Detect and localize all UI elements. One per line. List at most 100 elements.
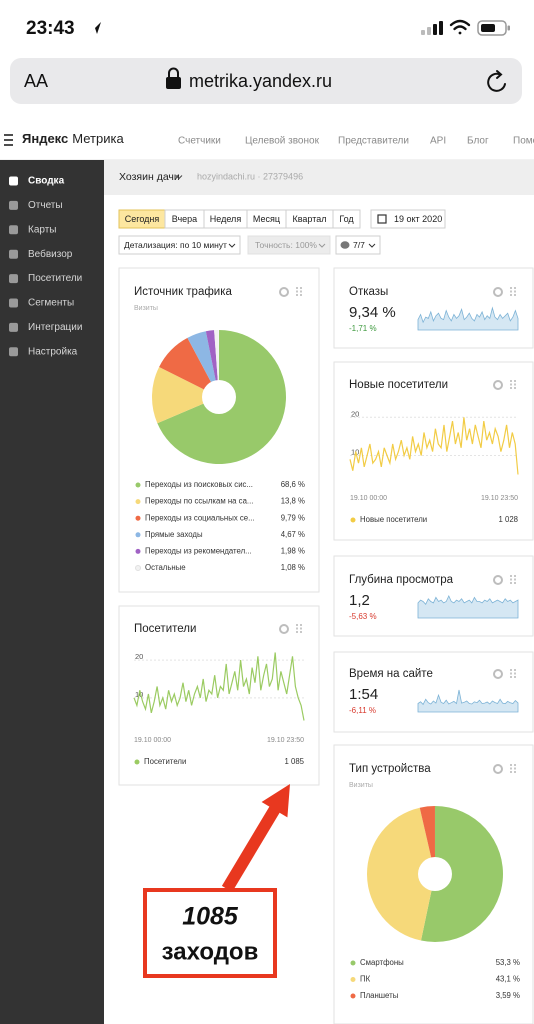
x-tick-label: 19.10 00:00 bbox=[134, 737, 171, 744]
annotation-line: 1085 bbox=[182, 903, 239, 931]
address-bar[interactable] bbox=[10, 58, 522, 104]
period-button[interactable] bbox=[332, 209, 361, 229]
signal-icon bbox=[421, 21, 443, 35]
nav-link[interactable]: Помо bbox=[513, 136, 534, 147]
legend-label: Остальные bbox=[145, 563, 186, 572]
widget-title: Тип устройства bbox=[349, 763, 431, 775]
legend-value: 68,6 % bbox=[281, 480, 305, 489]
filter-button[interactable] bbox=[335, 235, 381, 255]
text-size-button[interactable]: AA bbox=[24, 71, 48, 91]
sidebar-icon bbox=[9, 274, 18, 284]
nav-link[interactable]: Представители bbox=[338, 136, 409, 147]
legend-label: ПК bbox=[360, 975, 371, 984]
drag-handle[interactable] bbox=[510, 380, 516, 390]
y-tick-label: 20 bbox=[135, 652, 143, 661]
sidebar-item[interactable]: Настройка bbox=[28, 346, 78, 357]
sparkline-area bbox=[417, 306, 519, 331]
date-button[interactable] bbox=[370, 209, 446, 229]
filter-label: 7/7 bbox=[353, 240, 365, 250]
legend-dot bbox=[350, 960, 356, 966]
line-series bbox=[133, 652, 305, 721]
widget-title: Источник трафика bbox=[134, 286, 233, 298]
x-tick-label: 19.10 00:00 bbox=[350, 495, 387, 502]
legend-dot bbox=[135, 499, 141, 505]
widget-card bbox=[118, 605, 320, 786]
drag-handle[interactable] bbox=[296, 624, 302, 634]
metric-change: -5,63 % bbox=[349, 612, 377, 621]
logo[interactable]: Яндекс Метрика bbox=[22, 131, 124, 146]
legend-label: Планшеты bbox=[360, 991, 399, 1000]
accuracy-button[interactable] bbox=[247, 235, 331, 255]
sparkline-area bbox=[417, 689, 519, 713]
reload-button[interactable] bbox=[487, 70, 506, 92]
metric-change: -1,71 % bbox=[349, 324, 377, 333]
sidebar-item[interactable]: Отчеты bbox=[28, 200, 63, 211]
nav-link[interactable]: Блог bbox=[467, 136, 489, 147]
widget-card bbox=[333, 651, 534, 733]
settings-icon[interactable] bbox=[493, 287, 503, 297]
settings-icon[interactable] bbox=[493, 764, 503, 774]
detail-button[interactable] bbox=[118, 235, 241, 255]
sidebar-item[interactable]: Посетители bbox=[28, 273, 82, 284]
sidebar-icon bbox=[9, 347, 18, 357]
legend-label: Новые посетители bbox=[360, 515, 427, 524]
drag-handle[interactable] bbox=[510, 764, 516, 774]
sparkline-area bbox=[417, 595, 519, 619]
period-label: Год bbox=[339, 214, 354, 224]
battery-icon bbox=[477, 20, 510, 36]
legend-value: 4,67 % bbox=[281, 530, 305, 539]
nav-link[interactable]: Счетчики bbox=[178, 136, 221, 147]
legend-label: Прямые заходы bbox=[145, 530, 203, 539]
widget-card bbox=[333, 555, 534, 637]
sidebar-item[interactable]: Интеграции bbox=[28, 322, 82, 333]
legend-value: 1,98 % bbox=[281, 546, 305, 555]
nav-link[interactable]: API bbox=[430, 136, 446, 147]
sidebar-icon bbox=[9, 249, 18, 259]
widget-card bbox=[333, 361, 534, 541]
sidebar bbox=[0, 160, 104, 1024]
legend-dot bbox=[135, 565, 141, 571]
legend-label: Посетители bbox=[144, 757, 186, 766]
wifi-icon bbox=[449, 19, 471, 35]
legend-value: 1,08 % bbox=[281, 563, 305, 572]
counter-name[interactable]: Хозяин дачи bbox=[119, 171, 180, 183]
nav-link[interactable]: Целевой звонок bbox=[245, 136, 320, 147]
widget-title: Глубина просмотра bbox=[349, 574, 454, 586]
legend-dot bbox=[135, 532, 141, 538]
menu-button[interactable] bbox=[4, 134, 13, 146]
drag-handle[interactable] bbox=[510, 669, 516, 679]
chevron-icon bbox=[175, 175, 183, 180]
settings-icon[interactable] bbox=[493, 575, 503, 585]
legend-value: 13,8 % bbox=[281, 497, 305, 506]
sidebar-item[interactable]: Карты bbox=[28, 224, 57, 235]
legend-value: 1 028 bbox=[498, 515, 518, 524]
legend-label: Переходы из поисковых сис... bbox=[145, 480, 253, 489]
calendar-icon bbox=[377, 214, 387, 224]
drag-handle[interactable] bbox=[296, 287, 302, 297]
pie-slice bbox=[159, 337, 219, 397]
counter-bar bbox=[104, 160, 534, 195]
metric-change: -6,11 % bbox=[349, 706, 376, 715]
comment-icon bbox=[340, 241, 350, 249]
settings-icon[interactable] bbox=[493, 669, 503, 679]
settings-icon[interactable] bbox=[493, 380, 503, 390]
url: metrika.yandex.ru bbox=[189, 71, 332, 91]
widget-title: Время на сайте bbox=[349, 668, 433, 680]
x-tick-label: 19.10 23:50 bbox=[267, 737, 304, 744]
legend-value: 3,59 % bbox=[496, 991, 520, 1000]
drag-handle[interactable] bbox=[510, 287, 516, 297]
legend-value: 53,3 % bbox=[496, 958, 520, 967]
legend-dot bbox=[135, 515, 141, 521]
date-label: 19 окт 2020 bbox=[394, 214, 442, 224]
drag-handle[interactable] bbox=[510, 575, 516, 585]
sidebar-item[interactable]: Вебвизор bbox=[28, 248, 73, 260]
metric-value: 1:54 bbox=[349, 686, 378, 703]
widget-card bbox=[333, 267, 534, 349]
sidebar-item[interactable]: Сводка bbox=[28, 176, 65, 187]
location-icon bbox=[90, 22, 101, 34]
settings-icon[interactable] bbox=[279, 287, 289, 297]
sidebar-item[interactable]: Сегменты bbox=[28, 298, 74, 309]
settings-icon[interactable] bbox=[279, 624, 289, 634]
legend-label: Переходы из рекомендател... bbox=[145, 546, 252, 555]
